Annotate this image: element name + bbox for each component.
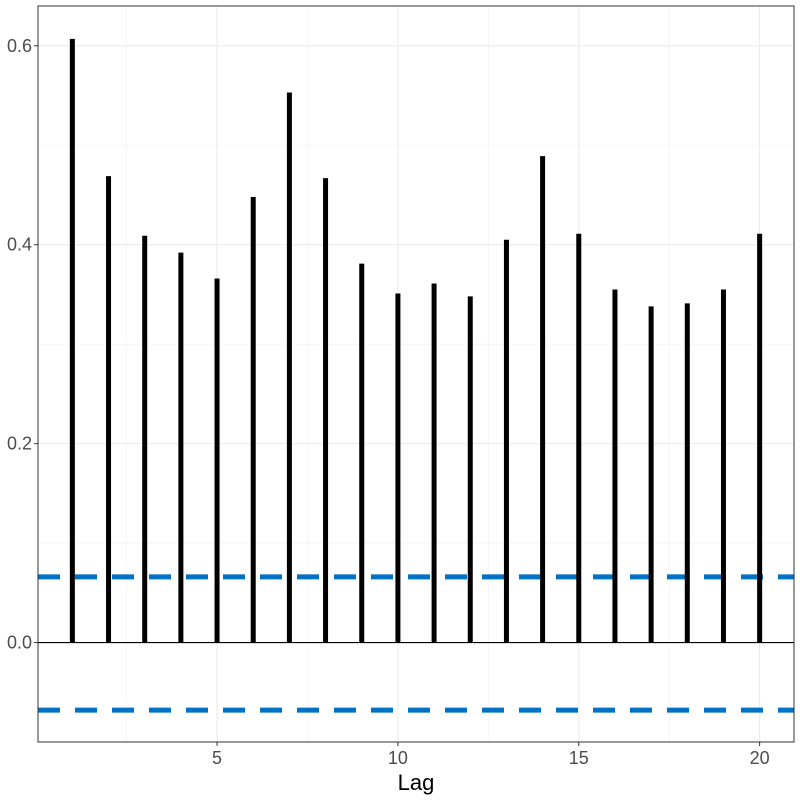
y-tick-label: 0.6 (7, 36, 32, 56)
y-tick-label: 0.4 (7, 235, 32, 255)
reference-lines (38, 574, 794, 713)
y-tick-label: 0.2 (7, 434, 32, 454)
x-tick-label: 10 (388, 748, 408, 768)
x-tick-label: 5 (212, 748, 222, 768)
acf-bars (69, 38, 763, 643)
plot-panel-background (38, 6, 794, 742)
axis-layer: 5 10 15 20 0.0 0.2 0.4 0.6 (7, 36, 770, 768)
y-tick-label: 0.0 (7, 633, 32, 653)
x-tick-label: 15 (569, 748, 589, 768)
plot-panel-border (37, 5, 795, 743)
x-axis-title: Lag (398, 770, 435, 795)
x-tick-label: 20 (750, 748, 770, 768)
